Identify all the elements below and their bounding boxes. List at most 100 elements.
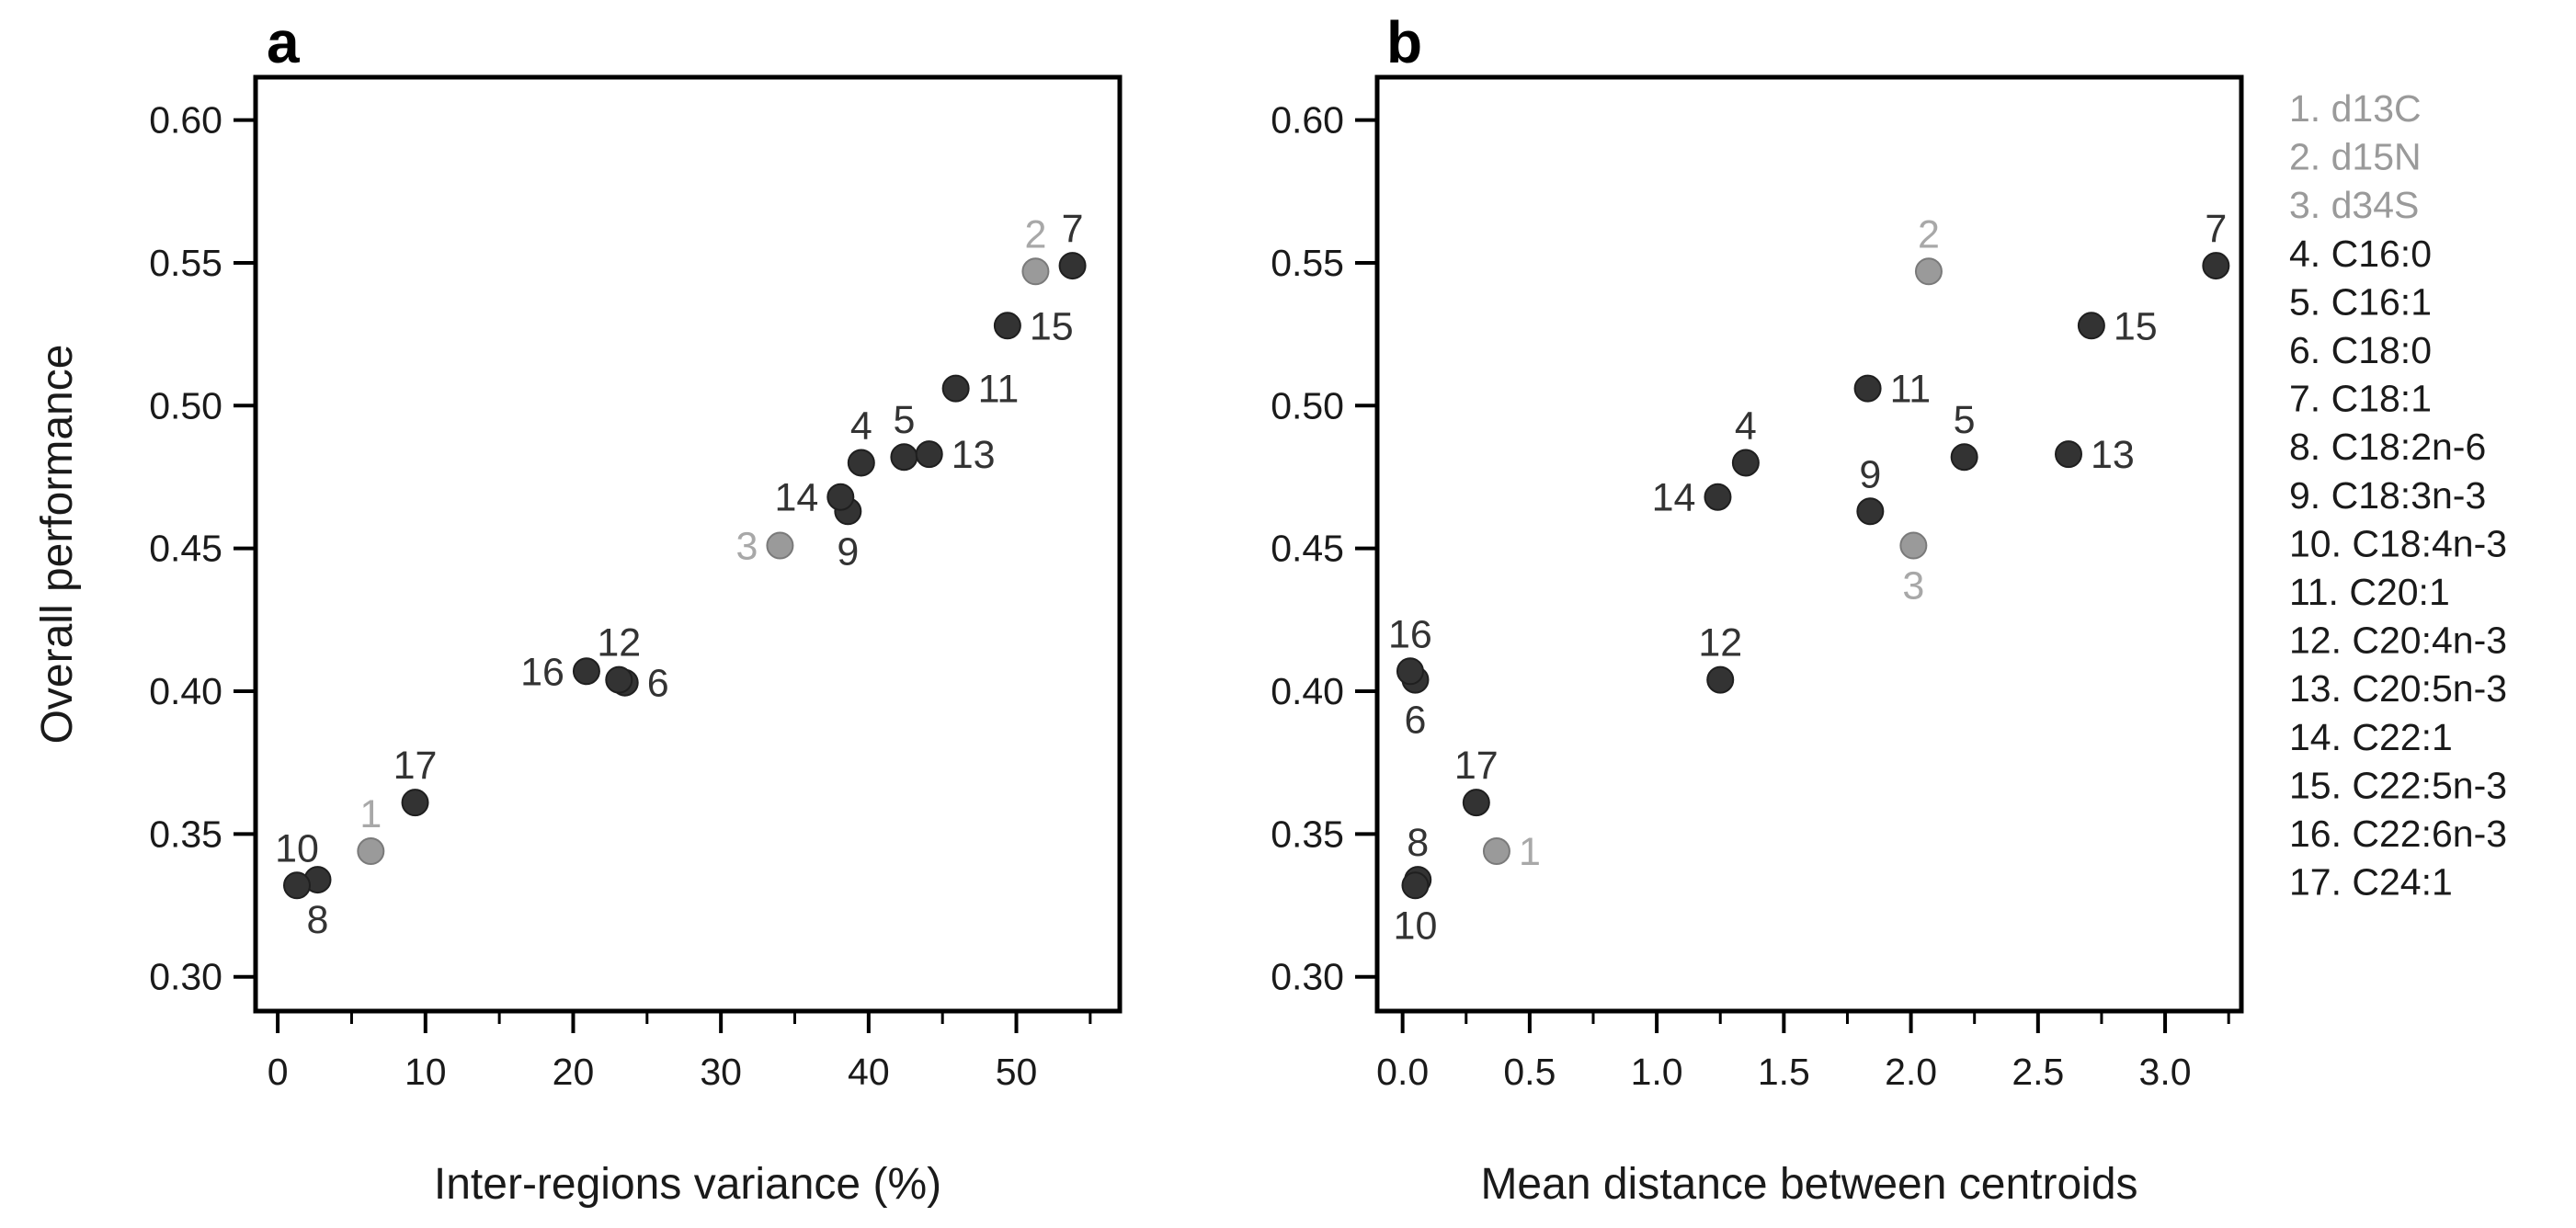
panel-a-point-label-12: 12 xyxy=(597,621,641,665)
legend-item: 6. C18:0 xyxy=(2289,329,2432,371)
panel-b-point-label-11: 11 xyxy=(1890,368,1932,412)
legend-item: 10. C18:4n-3 xyxy=(2289,522,2507,564)
panel-b-point-label-17: 17 xyxy=(1454,744,1499,788)
legend-item: 1. d13C xyxy=(2289,87,2422,130)
panel-a-point-label-13: 13 xyxy=(952,433,996,477)
panel-a-point-label-2: 2 xyxy=(1024,212,1046,256)
panel-a-x-tick-label: 10 xyxy=(405,1051,447,1093)
panel-b: b 0.30 0.35 0.40 0.45 0.50 0.55 0.60 0.0 0.5 1.0… xyxy=(1271,9,2244,1209)
panel-b-point-label-10: 10 xyxy=(1394,904,1438,948)
panel-a-plot-frame xyxy=(253,74,1123,1014)
panel-b-letter: b xyxy=(1386,9,1422,75)
panel-a-point-2 xyxy=(1021,257,1050,286)
legend-item: 14. C22:1 xyxy=(2289,716,2453,758)
panel-a-y-tick-label: 0.35 xyxy=(149,813,222,855)
panel-a-point-12 xyxy=(605,665,633,694)
panel-b-x-tick-label: 2.5 xyxy=(2012,1051,2064,1093)
panel-a-point-label-9: 9 xyxy=(837,529,859,574)
panel-b-point-label-3: 3 xyxy=(1902,564,1924,608)
panel-a-y-tick-label: 0.50 xyxy=(149,384,222,426)
panel-b-point-label-4: 4 xyxy=(1735,404,1757,448)
panel-b-point-14 xyxy=(1704,483,1732,511)
legend-item: 16. C22:6n-3 xyxy=(2289,813,2507,855)
panel-b-point-label-1: 1 xyxy=(1519,830,1541,874)
legend-item: 3. d34S xyxy=(2289,184,2419,226)
panel-b-y-axis: 0.30 0.35 0.40 0.45 0.50 0.55 0.60 xyxy=(1271,99,1377,998)
panel-b-point-label-15: 15 xyxy=(2114,304,2158,348)
panel-b-point-label-2: 2 xyxy=(1918,212,1940,256)
panel-b-point-12 xyxy=(1706,665,1735,694)
panel-a-point-14 xyxy=(826,483,855,511)
panel-b-point-9 xyxy=(1856,497,1885,526)
panel-b-point-16 xyxy=(1396,657,1424,686)
panel-b-point-label-13: 13 xyxy=(2091,433,2135,477)
panel-a-point-label-6: 6 xyxy=(647,662,669,706)
legend-item: 2. d15N xyxy=(2289,136,2422,178)
panel-b-y-tick-label: 0.45 xyxy=(1271,528,1344,570)
panel-b-point-4 xyxy=(1731,449,1760,477)
panel-b-point-11 xyxy=(1853,374,1882,403)
legend-item: 12. C20:4n-3 xyxy=(2289,620,2507,662)
legend-item: 11. C20:1 xyxy=(2289,571,2450,613)
legend-item: 4. C16:0 xyxy=(2289,233,2432,275)
panel-b-point-13 xyxy=(2055,440,2082,469)
panel-a-point-label-8: 8 xyxy=(307,898,329,942)
panel-a-point-label-4: 4 xyxy=(850,404,872,448)
panel-a-point-label-17: 17 xyxy=(393,744,438,788)
panel-b-point-3 xyxy=(1899,531,1928,560)
panel-a-x-tick-label: 0 xyxy=(268,1051,289,1093)
panel-b-point-label-8: 8 xyxy=(1407,821,1429,865)
panel-b-y-tick-label: 0.50 xyxy=(1271,384,1344,426)
panel-a-x-axis-label: Inter-regions variance (%) xyxy=(434,1160,941,1209)
panel-a-point-16 xyxy=(572,657,600,686)
panel-b-x-tick-label: 2.0 xyxy=(1885,1051,1937,1093)
panel-a-x-axis: 0 10 20 30 40 50 xyxy=(268,1011,1092,1093)
panel-a-point-label-14: 14 xyxy=(774,476,818,520)
panel-b-x-tick-label: 1.0 xyxy=(1631,1051,1683,1093)
legend-item: 9. C18:3n-3 xyxy=(2289,474,2486,517)
panel-a-point-13 xyxy=(915,440,943,469)
panel-a-point-label-10: 10 xyxy=(275,826,319,870)
panel-b-point-2 xyxy=(1914,257,1943,286)
legend-item: 15. C22:5n-3 xyxy=(2289,764,2507,806)
panel-b-x-tick-label: 0.0 xyxy=(1376,1051,1429,1093)
panel-a-point-4 xyxy=(847,449,875,477)
panel-a-y-tick-label: 0.45 xyxy=(149,528,222,570)
panel-a-point-label-3: 3 xyxy=(736,525,758,569)
panel-b-plot-frame xyxy=(1374,74,2244,1014)
panel-b-y-tick-label: 0.55 xyxy=(1271,242,1344,284)
panel-a: a 0.300.350.400.450.500.550.60 0 10 20 30 40… xyxy=(33,9,1123,1209)
panel-a-letter: a xyxy=(267,9,300,75)
panel-b-y-tick-label: 0.40 xyxy=(1271,670,1344,712)
panel-b-x-axis-label: Mean distance between centroids xyxy=(1480,1160,2137,1209)
panel-b-x-tick-label: 3.0 xyxy=(2139,1051,2192,1093)
panel-a-point-1 xyxy=(357,837,385,866)
panel-a-point-label-15: 15 xyxy=(1030,304,1074,348)
panel-a-y-tick-label: 0.40 xyxy=(149,670,222,712)
panel-b-point-label-9: 9 xyxy=(1859,452,1881,496)
panel-a-point-10 xyxy=(282,871,311,900)
panel-b-point-5 xyxy=(1950,443,1978,472)
panel-b-x-tick-label: 0.5 xyxy=(1503,1051,1556,1093)
panel-a-x-tick-label: 30 xyxy=(700,1051,742,1093)
legend: 1. d13C 2. d15N 3. d34S 4. C16:0 5. C16:1 6. … xyxy=(2289,87,2507,904)
panel-a-point-3 xyxy=(766,531,794,560)
panel-b-point-label-12: 12 xyxy=(1698,621,1742,665)
legend-item: 5. C16:1 xyxy=(2289,280,2432,323)
panel-a-point-label-7: 7 xyxy=(1062,207,1084,251)
panel-a-point-5 xyxy=(890,443,918,472)
panel-b-point-label-16: 16 xyxy=(1388,612,1432,656)
panel-a-y-tick-label: 0.60 xyxy=(149,99,222,142)
panel-a-x-tick-label: 20 xyxy=(553,1051,595,1093)
panel-b-point-label-7: 7 xyxy=(2205,207,2227,251)
panel-a-point-17 xyxy=(401,789,429,817)
panel-b-x-tick-label: 1.5 xyxy=(1758,1051,1810,1093)
panel-b-point-17 xyxy=(1462,789,1490,817)
panel-b-point-10 xyxy=(1401,871,1430,900)
panel-b-x-axis: 0.0 0.5 1.0 1.5 2.0 2.5 3.0 xyxy=(1376,1011,2230,1093)
panel-b-point-7 xyxy=(2202,252,2230,280)
panel-a-x-tick-label: 40 xyxy=(848,1051,890,1093)
